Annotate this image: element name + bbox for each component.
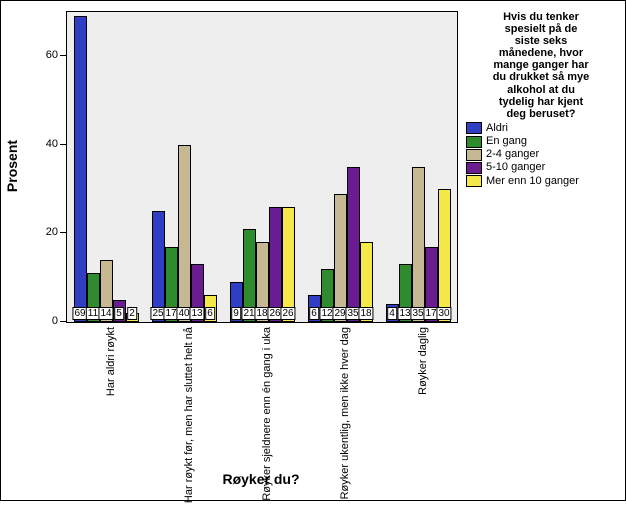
bar-value-label: 26	[280, 307, 295, 320]
bar: 5	[113, 300, 126, 322]
legend-item: Aldri	[466, 122, 616, 135]
bar-value-label: 9	[231, 307, 241, 320]
bar: 35	[347, 167, 360, 322]
chart-figure: 6911145225174013692118262661229351841335…	[0, 0, 626, 501]
x-tick-label: Røyker ukentlig, men ikke hver dag	[339, 327, 351, 527]
legend-item: En gang	[466, 135, 616, 148]
legend-label: 5-10 ganger	[486, 161, 545, 174]
bar-value-label: 13	[189, 307, 204, 320]
bar: 13	[191, 264, 204, 322]
bar-value-label: 6	[309, 307, 319, 320]
x-tick-label: Røyker sjeldnere enn én gang i uka	[261, 327, 273, 527]
legend-swatch	[466, 122, 482, 134]
legend-label: En gang	[486, 135, 527, 148]
bar-value-label: 4	[387, 307, 397, 320]
y-tick-label: 20	[1, 226, 58, 238]
x-tick-label: Har aldri røykt	[105, 327, 117, 527]
bar-value-label: 6	[205, 307, 215, 320]
bar-value-label: 18	[358, 307, 373, 320]
legend-title: Hvis du tenker spesielt på de siste seks…	[466, 11, 616, 120]
bar: 6	[204, 295, 217, 322]
legend-label: Aldri	[486, 122, 508, 135]
legend-label: Mer enn 10 ganger	[486, 175, 579, 188]
bar: 30	[438, 189, 451, 322]
bar: 40	[178, 145, 191, 322]
bar: 18	[360, 242, 373, 322]
legend-item: 5-10 ganger	[466, 161, 616, 174]
y-tick-label: 60	[1, 49, 58, 61]
plot-area: 6911145225174013692118262661229351841335…	[66, 11, 458, 323]
bar: 69	[74, 16, 87, 322]
bar: 14	[100, 260, 113, 322]
bar-value-label: 5	[114, 307, 124, 320]
legend-swatch	[466, 162, 482, 174]
legend: Hvis du tenker spesielt på de siste seks…	[466, 11, 616, 188]
y-tick-label: 0	[1, 315, 58, 327]
bar: 35	[412, 167, 425, 322]
legend-swatch	[466, 149, 482, 161]
bar-value-label: 30	[436, 307, 451, 320]
legend-item: 2-4 ganger	[466, 148, 616, 161]
legend-label: 2-4 ganger	[486, 148, 539, 161]
bar-value-label: 14	[98, 307, 113, 320]
bar: 29	[334, 194, 347, 322]
x-tick-label: Røyker daglig	[417, 327, 429, 527]
bar: 26	[269, 207, 282, 322]
bar: 2	[126, 313, 139, 322]
legend-swatch	[466, 136, 482, 148]
legend-item: Mer enn 10 ganger	[466, 175, 616, 188]
bar: 25	[152, 211, 165, 322]
bar-value-label: 2	[127, 307, 137, 320]
x-tick-label: Har røykt før, men har sluttet helt nå	[183, 327, 195, 527]
legend-swatch	[466, 175, 482, 187]
y-tick-label: 40	[1, 138, 58, 150]
bar: 26	[282, 207, 295, 322]
